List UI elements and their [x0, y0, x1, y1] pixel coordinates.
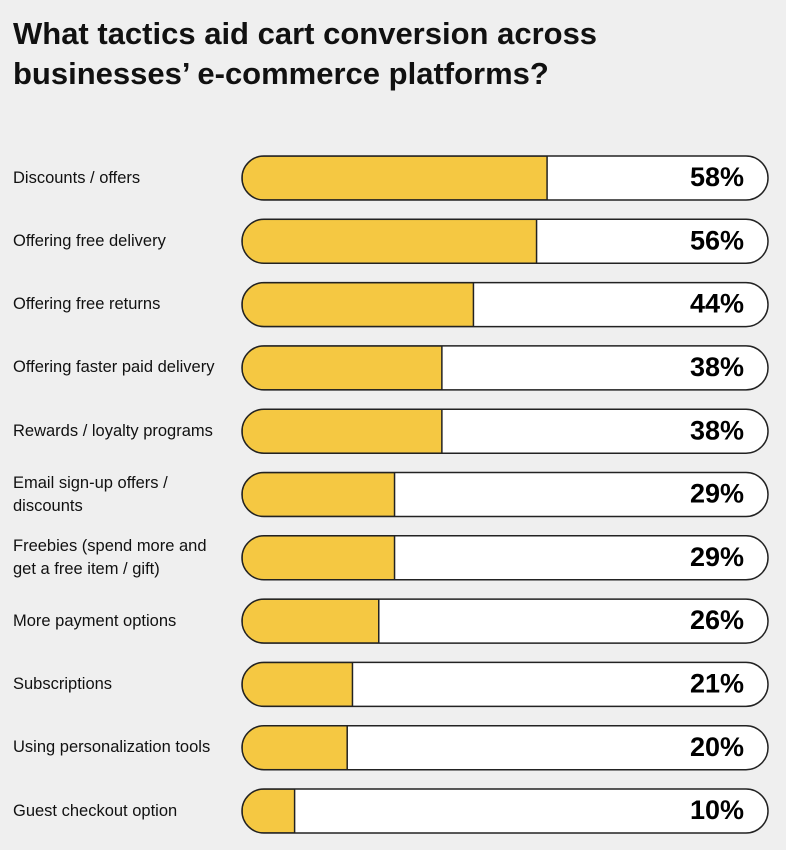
bar	[242, 282, 475, 327]
bar	[242, 535, 396, 580]
chart-title: What tactics aid cart conversion across …	[13, 16, 598, 91]
bar-outline	[241, 471, 769, 518]
bar	[242, 725, 348, 770]
value-label: 29%	[690, 479, 744, 509]
bar	[242, 219, 538, 264]
bar-outline	[241, 724, 769, 771]
bar-outline	[241, 408, 769, 454]
bar-outline	[241, 535, 769, 581]
category-label: Offering faster paid delivery	[13, 358, 215, 377]
category-label: More payment options	[13, 611, 177, 630]
bar-outline	[241, 788, 769, 834]
bar-outline	[241, 598, 769, 644]
bar	[242, 409, 443, 454]
value-label: 44%	[690, 289, 744, 319]
bar	[242, 156, 548, 200]
category-label: Discounts / offers	[13, 168, 141, 187]
category-label: Offering free returns	[13, 295, 161, 314]
bar	[242, 662, 354, 707]
category-label: Subscriptions	[13, 674, 113, 693]
value-label: 10%	[690, 795, 744, 825]
bar	[242, 789, 296, 833]
value-label: 26%	[690, 605, 744, 635]
bar-outline	[241, 218, 769, 265]
category-label: Guest checkout option	[13, 801, 178, 820]
bar	[242, 599, 380, 644]
category-label: Email sign-up offers / discounts	[13, 473, 168, 515]
value-label: 20%	[690, 732, 744, 762]
bar	[242, 472, 396, 517]
bar	[242, 345, 443, 390]
value-label: 38%	[690, 352, 744, 382]
bar-outline	[241, 345, 769, 391]
category-label: Using personalization tools	[13, 738, 211, 757]
bar-outline	[241, 281, 769, 328]
value-label: 38%	[690, 415, 744, 445]
category-label: Rewards / loyalty programs	[13, 421, 213, 440]
value-label: 56%	[690, 225, 744, 255]
category-label: Offering free delivery	[13, 231, 166, 250]
category-label: Freebies (spend more and get a free item…	[13, 536, 207, 578]
bar-outline	[241, 155, 769, 201]
bar-track	[242, 789, 768, 833]
bar-outline	[241, 661, 769, 708]
value-label: 29%	[690, 542, 744, 572]
value-label: 21%	[690, 669, 744, 699]
bar-track	[242, 725, 768, 770]
bar-track	[242, 662, 768, 707]
value-label: 58%	[690, 162, 744, 192]
